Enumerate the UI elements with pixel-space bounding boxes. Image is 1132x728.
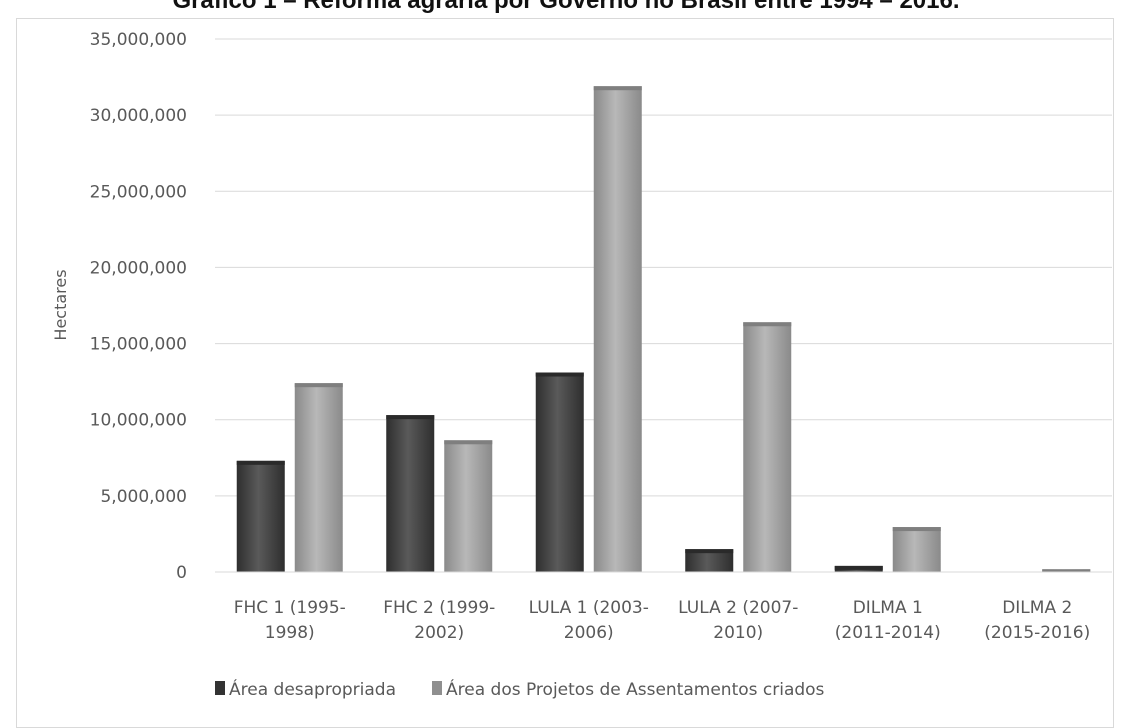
x-tick-label: DILMA 1 bbox=[853, 598, 923, 618]
bar-top-edge bbox=[535, 372, 584, 377]
bar-top-edge bbox=[444, 440, 493, 445]
x-tick-label: (2015-2016) bbox=[984, 623, 1090, 643]
y-tick-label: 0 bbox=[176, 563, 187, 583]
x-tick-label: 1998) bbox=[265, 623, 315, 643]
bar-area-desapropriada bbox=[685, 549, 734, 572]
x-tick-label: 2002) bbox=[414, 623, 464, 643]
legend-swatch bbox=[215, 681, 225, 695]
x-tick-label: FHC 1 (1995- bbox=[234, 598, 346, 618]
bar-top-edge bbox=[685, 549, 734, 554]
legend-label: Área dos Projetos de Assentamentos criad… bbox=[446, 678, 825, 700]
legend-label: Área desapropriada bbox=[229, 678, 396, 700]
x-tick-label: 2006) bbox=[564, 623, 614, 643]
x-tick-label: 2010) bbox=[713, 623, 763, 643]
y-axis-label: Hectares bbox=[51, 269, 70, 340]
bar-top-edge bbox=[593, 86, 642, 91]
y-tick-label: 15,000,000 bbox=[90, 335, 187, 355]
bars bbox=[215, 86, 1112, 573]
bar-top-edge bbox=[236, 460, 285, 465]
bar-top-edge bbox=[386, 415, 435, 420]
bar-top-edge bbox=[743, 322, 792, 327]
bar-top-edge bbox=[294, 383, 343, 388]
bar-area-desapropriada bbox=[236, 460, 285, 572]
bar-area-assentamentos bbox=[892, 527, 941, 572]
bar-top-edge bbox=[834, 565, 883, 570]
bar-top-edge bbox=[892, 527, 941, 532]
y-tick-label: 35,000,000 bbox=[90, 30, 187, 50]
x-tick-label: LULA 2 (2007- bbox=[678, 598, 798, 618]
y-tick-label: 20,000,000 bbox=[90, 258, 187, 278]
chart-title: Gráfico 1 – Reforma agrária por Governo … bbox=[172, 0, 960, 14]
bar-area-assentamentos bbox=[593, 86, 642, 573]
legend-swatch bbox=[432, 681, 442, 695]
bar-top-edge bbox=[1042, 569, 1091, 572]
y-tick-label: 5,000,000 bbox=[100, 487, 187, 507]
x-tick-label: (2011-2014) bbox=[835, 623, 941, 643]
y-axis-ticks: 0 5,000,000 10,000,000 15,000,000 20,000,000… bbox=[90, 30, 187, 583]
x-tick-label: DILMA 2 bbox=[1002, 598, 1072, 618]
bar-area-assentamentos bbox=[444, 440, 493, 572]
bar-area-desapropriada bbox=[535, 372, 584, 572]
bar-area-assentamentos bbox=[743, 322, 792, 572]
bar-area-desapropriada bbox=[386, 415, 435, 572]
y-tick-label: 25,000,000 bbox=[90, 182, 187, 202]
x-tick-label: LULA 1 (2003- bbox=[529, 598, 649, 618]
y-tick-label: 30,000,000 bbox=[90, 106, 187, 126]
bar-area-assentamentos bbox=[294, 383, 343, 572]
x-axis-ticks: FHC 1 (1995- 1998) FHC 2 (1999- 2002) LULA 1… bbox=[234, 598, 1091, 643]
y-tick-label: 10,000,000 bbox=[90, 411, 187, 431]
gridlines bbox=[215, 38, 1112, 573]
legend: Área desapropriada Área dos Projetos de A… bbox=[215, 678, 825, 700]
x-tick-label: FHC 2 (1999- bbox=[383, 598, 495, 618]
